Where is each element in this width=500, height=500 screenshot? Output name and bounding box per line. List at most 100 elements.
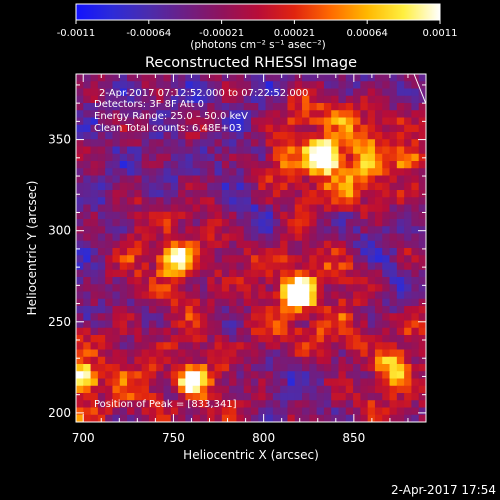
heatmap-cell: [97, 95, 106, 104]
heatmap-cell: [374, 175, 383, 184]
heatmap-cell: [199, 226, 208, 235]
heatmap-cell: [374, 117, 383, 126]
heatmap-cell: [83, 385, 92, 394]
heatmap-cell: [418, 400, 426, 409]
heatmap-cell: [156, 190, 165, 198]
heatmap-cell: [316, 161, 325, 169]
heatmap-cell: [382, 175, 391, 184]
heatmap-cell: [280, 262, 289, 271]
heatmap-cell: [258, 153, 267, 162]
heatmap-cell: [251, 219, 259, 227]
heatmap-cell: [331, 327, 340, 336]
heatmap-cell: [353, 393, 361, 401]
heatmap-cell: [294, 182, 303, 191]
heatmap-cell: [396, 226, 405, 235]
heatmap-cell: [287, 182, 296, 191]
heatmap-cell: [272, 335, 281, 343]
heatmap-cell: [90, 110, 99, 119]
heatmap-cell: [207, 226, 216, 235]
heatmap-cell: [127, 110, 135, 119]
heatmap-cell: [353, 161, 361, 169]
heatmap-cell: [345, 342, 354, 351]
heatmap-cell: [294, 342, 303, 351]
heatmap-cell: [141, 248, 150, 256]
heatmap-cell: [360, 219, 369, 227]
heatmap-cell: [323, 407, 332, 416]
heatmap-cell: [251, 81, 259, 90]
heatmap-cell: [287, 168, 296, 177]
heatmap-cell: [178, 262, 186, 271]
heatmap-cell: [76, 88, 84, 97]
heatmap-cell: [353, 219, 361, 227]
heatmap-cell: [199, 219, 208, 227]
heatmap-cell: [338, 204, 347, 213]
heatmap-cell: [323, 248, 332, 256]
heatmap-cell: [134, 81, 143, 90]
heatmap-cell: [148, 298, 157, 307]
heatmap-cell: [199, 407, 208, 416]
heatmap-cell: [229, 393, 238, 401]
heatmap-cell: [192, 393, 201, 401]
heatmap-cell: [127, 255, 135, 264]
heatmap-cell: [418, 327, 426, 336]
heatmap-cell: [331, 414, 340, 422]
heatmap-cell: [389, 335, 398, 343]
heatmap-cell: [294, 132, 303, 140]
heatmap-cell: [272, 95, 281, 104]
heatmap-cell: [396, 248, 405, 256]
heatmap-cell: [323, 284, 332, 293]
heatmap-cell: [404, 88, 413, 97]
heatmap-cell: [389, 371, 398, 380]
heatmap-cell: [382, 277, 391, 285]
heatmap-cell: [134, 364, 143, 372]
heatmap-cell: [236, 407, 245, 416]
heatmap-cell: [360, 168, 369, 177]
heatmap-cell: [236, 291, 245, 300]
heatmap-cell: [418, 378, 426, 387]
heatmap-cell: [396, 219, 405, 227]
heatmap-cell: [156, 269, 165, 278]
heatmap-cell: [287, 342, 296, 351]
heatmap-cell: [90, 161, 99, 169]
heatmap-cell: [221, 153, 230, 162]
heatmap-cell: [265, 161, 274, 169]
heatmap-cell: [90, 284, 99, 293]
heatmap-cell: [418, 240, 426, 249]
heatmap-cell: [418, 342, 426, 351]
detectors-text: Detectors: 3F 8F Att 0: [94, 99, 204, 110]
heatmap-cell: [338, 364, 347, 372]
heatmap-cell: [127, 262, 135, 271]
heatmap-cell: [353, 139, 361, 148]
heatmap-cell: [221, 226, 230, 235]
heatmap-cell: [345, 407, 354, 416]
heatmap-cell: [229, 291, 238, 300]
heatmap-cell: [404, 103, 413, 111]
heatmap-cell: [302, 349, 310, 358]
heatmap-cell: [207, 335, 216, 343]
heatmap-cell: [192, 356, 201, 365]
heatmap-cell: [396, 320, 405, 329]
heatmap-cell: [207, 95, 216, 104]
heatmap-cell: [163, 146, 172, 155]
heatmap-cell: [360, 378, 369, 387]
heatmap-cell: [396, 335, 405, 343]
heatmap-cell: [236, 190, 245, 198]
colorbar-ticks: -0.0011 -0.00064 -0.00021 0.00021 0.00064 0.0…: [57, 20, 458, 39]
heatmap-cell: [360, 342, 369, 351]
heatmap-cell: [302, 226, 310, 235]
heatmap-cell: [258, 320, 267, 329]
heatmap-cell: [221, 371, 230, 380]
heatmap-cell: [141, 204, 150, 213]
heatmap-cell: [396, 356, 405, 365]
heatmap-cell: [134, 291, 143, 300]
heatmap-cell: [287, 204, 296, 213]
heatmap-cell: [127, 103, 135, 111]
heatmap-cell: [367, 117, 376, 126]
heatmap-cell: [316, 284, 325, 293]
heatmap-cell: [353, 233, 361, 242]
heatmap-cell: [83, 117, 92, 126]
heatmap-cell: [192, 204, 201, 213]
heatmap-cell: [185, 124, 194, 133]
heatmap-cell: [418, 219, 426, 227]
heatmap-cell: [338, 356, 347, 365]
